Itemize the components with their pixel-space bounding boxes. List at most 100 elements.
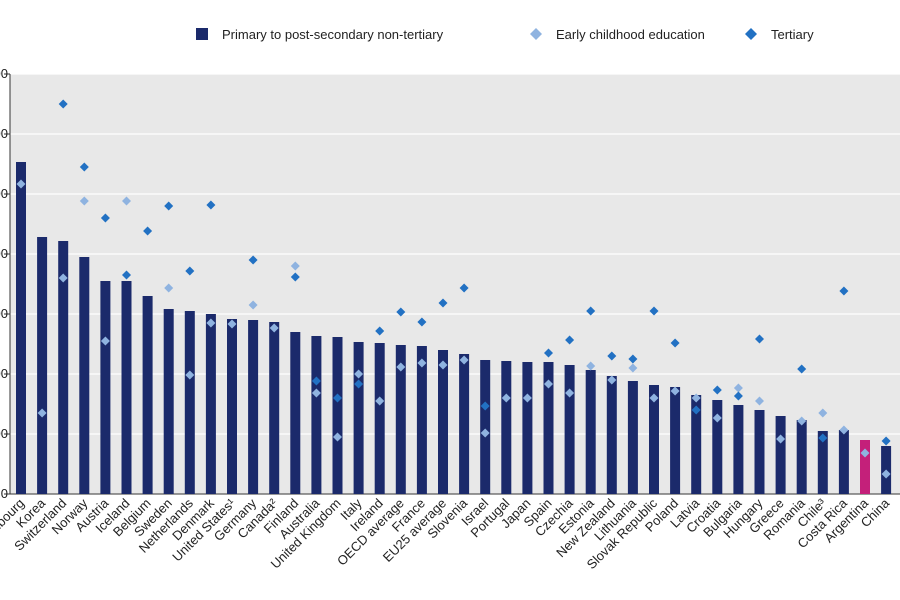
diamond-marker (565, 388, 575, 398)
diamond-marker (396, 362, 406, 372)
diamond-marker (607, 351, 617, 361)
bar (775, 416, 786, 494)
bar (754, 410, 765, 494)
bar (332, 337, 343, 494)
diamond-marker (712, 413, 722, 423)
diamond-marker (206, 200, 216, 210)
legend-label: Tertiary (771, 27, 814, 42)
diamond-marker (311, 388, 321, 398)
diamond-marker (733, 383, 743, 393)
bar (142, 296, 153, 494)
diamond-marker (354, 369, 364, 379)
y-tick-label: 20000 (0, 246, 8, 261)
diamond-marker (100, 213, 110, 223)
diamond-marker (290, 261, 300, 271)
y-tick-label: 5000 (0, 426, 8, 441)
diamond-marker (164, 283, 174, 293)
bar (480, 359, 491, 494)
bar (438, 350, 448, 494)
diamond-marker (755, 396, 764, 406)
diamond-marker (185, 370, 195, 380)
diamond-marker (375, 326, 385, 336)
diamond-marker (333, 432, 342, 442)
diamond-marker (206, 318, 216, 328)
diamond-marker (354, 379, 364, 389)
plot-background (10, 74, 900, 494)
diamond-marker (164, 201, 174, 211)
diamond-marker (691, 393, 701, 403)
bar (269, 322, 280, 494)
bar (184, 311, 195, 494)
bar (121, 281, 132, 494)
bar (733, 404, 744, 494)
diamond-marker (79, 196, 89, 206)
bar (248, 320, 259, 494)
bar (670, 386, 681, 494)
diamond-marker (628, 354, 638, 364)
bar (227, 319, 237, 494)
bar (290, 332, 301, 494)
bar (817, 431, 828, 494)
bar (16, 161, 26, 494)
y-tick-label: 30000 (0, 126, 8, 141)
diamond-marker (628, 363, 638, 373)
diamond-marker (544, 348, 553, 358)
y-tick-label: 25000 (0, 186, 8, 201)
diamond-marker (586, 361, 596, 371)
diamond-marker (438, 360, 448, 370)
diamond-marker (417, 317, 427, 327)
diamond-marker (649, 393, 659, 403)
diamond-marker (122, 196, 131, 206)
diamond-marker (670, 386, 680, 396)
diamond-marker (122, 270, 131, 280)
diamond-marker (776, 434, 786, 444)
bar (712, 400, 723, 494)
bar (649, 385, 659, 494)
diamond-marker (797, 416, 807, 426)
diamond-marker (269, 323, 279, 333)
bar (691, 395, 702, 494)
diamond-marker (670, 338, 680, 348)
bar (58, 241, 69, 494)
diamond-marker (797, 364, 807, 374)
bar (100, 281, 111, 494)
bar (606, 376, 617, 494)
bar (585, 370, 596, 494)
diamond-marker (712, 385, 722, 395)
diamond-marker (100, 336, 110, 346)
diamond-marker (607, 375, 617, 385)
bar (416, 346, 427, 494)
diamond-marker (755, 334, 764, 344)
diamond-marker (565, 335, 575, 345)
diamond-marker (459, 355, 469, 365)
diamond-marker (839, 425, 849, 435)
bar (311, 335, 322, 494)
bar (501, 361, 512, 494)
diamond-marker (860, 448, 870, 458)
legend-swatch (745, 28, 757, 40)
legend-swatch (196, 28, 208, 40)
diamond-marker (480, 401, 490, 411)
diamond-marker (333, 393, 342, 403)
diamond-marker (227, 319, 237, 329)
diamond-marker (544, 379, 553, 389)
bar (205, 314, 216, 494)
diamond-marker (143, 226, 153, 236)
bar (79, 257, 90, 494)
diamond-marker (881, 469, 891, 479)
diamond-marker (839, 286, 849, 296)
bar (459, 353, 470, 494)
diamond-marker (818, 433, 828, 443)
diamond-marker (501, 393, 511, 403)
y-tick-label: 0 (1, 486, 8, 501)
diamond-marker (79, 162, 89, 172)
bar (838, 430, 849, 494)
bar (395, 344, 406, 494)
diamond-marker (396, 307, 406, 317)
diamond-marker (185, 266, 195, 276)
diamond-marker (438, 298, 448, 308)
diamond-marker (691, 405, 701, 415)
diamond-marker (248, 300, 258, 310)
bar (543, 362, 554, 494)
